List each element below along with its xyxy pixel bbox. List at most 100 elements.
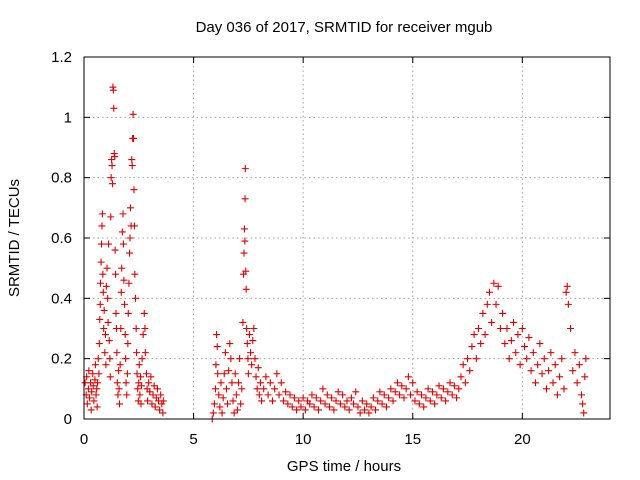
data-point xyxy=(156,406,164,414)
data-point xyxy=(404,373,412,381)
data-point xyxy=(238,385,246,393)
data-point xyxy=(130,186,138,194)
data-point xyxy=(253,385,261,393)
data-point xyxy=(540,355,548,363)
data-point xyxy=(479,309,487,317)
data-point xyxy=(118,264,126,272)
data-point xyxy=(258,397,266,405)
data-point xyxy=(137,400,145,408)
data-point xyxy=(89,382,97,390)
data-point xyxy=(350,400,358,408)
data-point xyxy=(306,400,314,408)
data-point xyxy=(398,382,406,390)
data-point xyxy=(130,134,138,142)
data-point xyxy=(126,234,134,242)
x-tick-label: 5 xyxy=(189,431,197,448)
data-point xyxy=(106,373,114,381)
data-point xyxy=(382,403,390,411)
data-point xyxy=(256,379,264,387)
data-point xyxy=(579,400,587,408)
data-point xyxy=(415,400,423,408)
data-point xyxy=(233,406,241,414)
data-point xyxy=(389,397,397,405)
data-point xyxy=(431,400,439,408)
data-point xyxy=(216,403,224,411)
data-point xyxy=(148,400,156,408)
data-point xyxy=(102,282,110,290)
data-point xyxy=(424,385,432,393)
data-point xyxy=(250,325,258,332)
plot-frame xyxy=(83,56,611,420)
data-point xyxy=(282,388,290,396)
data-point xyxy=(503,325,511,332)
data-point xyxy=(116,400,124,408)
data-point xyxy=(95,340,103,348)
data-point xyxy=(99,288,107,296)
data-point xyxy=(472,355,480,363)
data-point xyxy=(159,409,167,417)
data-point xyxy=(334,388,342,396)
data-point xyxy=(437,394,445,402)
data-point xyxy=(92,391,100,399)
data-point xyxy=(215,391,223,399)
data-point xyxy=(518,325,526,332)
data-point xyxy=(108,162,116,170)
data-point xyxy=(235,379,243,387)
data-point xyxy=(153,385,161,393)
data-point xyxy=(99,270,107,278)
data-point xyxy=(407,391,415,399)
data-point xyxy=(144,397,152,405)
data-point xyxy=(380,391,388,399)
data-point xyxy=(219,394,227,402)
data-point xyxy=(332,397,340,405)
data-point xyxy=(457,373,465,381)
y-tick-label: 0.8 xyxy=(51,170,72,187)
data-point xyxy=(232,391,240,399)
data-point xyxy=(87,406,95,414)
data-point xyxy=(542,385,550,393)
data-point xyxy=(485,288,493,296)
data-point xyxy=(446,379,454,387)
data-point xyxy=(400,394,408,402)
data-point xyxy=(101,349,109,357)
data-point xyxy=(141,325,149,332)
data-point xyxy=(89,370,97,378)
data-point xyxy=(117,325,125,332)
data-point xyxy=(134,385,142,393)
data-point xyxy=(212,361,220,369)
data-point xyxy=(119,210,127,218)
data-point xyxy=(241,165,249,173)
data-point xyxy=(312,394,320,402)
data-point xyxy=(94,379,102,387)
data-point xyxy=(499,309,507,317)
data-point xyxy=(118,228,126,236)
data-point xyxy=(103,264,111,272)
data-point xyxy=(288,403,296,411)
data-point xyxy=(525,334,533,342)
data-point xyxy=(301,406,309,414)
data-point xyxy=(330,406,338,414)
data-point xyxy=(101,331,109,339)
data-point xyxy=(129,110,137,118)
data-point xyxy=(240,225,248,233)
data-point xyxy=(279,397,287,405)
data-point xyxy=(391,388,399,396)
data-point xyxy=(328,394,336,402)
data-point xyxy=(323,391,331,399)
data-point xyxy=(85,394,93,402)
data-point xyxy=(385,394,393,402)
data-point xyxy=(244,355,252,363)
data-point xyxy=(433,391,441,399)
data-point xyxy=(450,382,458,390)
chart-title: Day 036 of 2017, SRMTID for receiver mgu… xyxy=(196,19,493,36)
data-point xyxy=(247,349,255,357)
data-point xyxy=(560,385,568,393)
data-point xyxy=(98,240,106,248)
data-point xyxy=(239,318,247,326)
data-point xyxy=(580,409,588,417)
x-tick-label: 0 xyxy=(80,431,88,448)
data-point xyxy=(549,379,557,387)
data-point xyxy=(378,400,386,408)
data-point xyxy=(578,391,586,399)
data-point xyxy=(293,406,301,414)
